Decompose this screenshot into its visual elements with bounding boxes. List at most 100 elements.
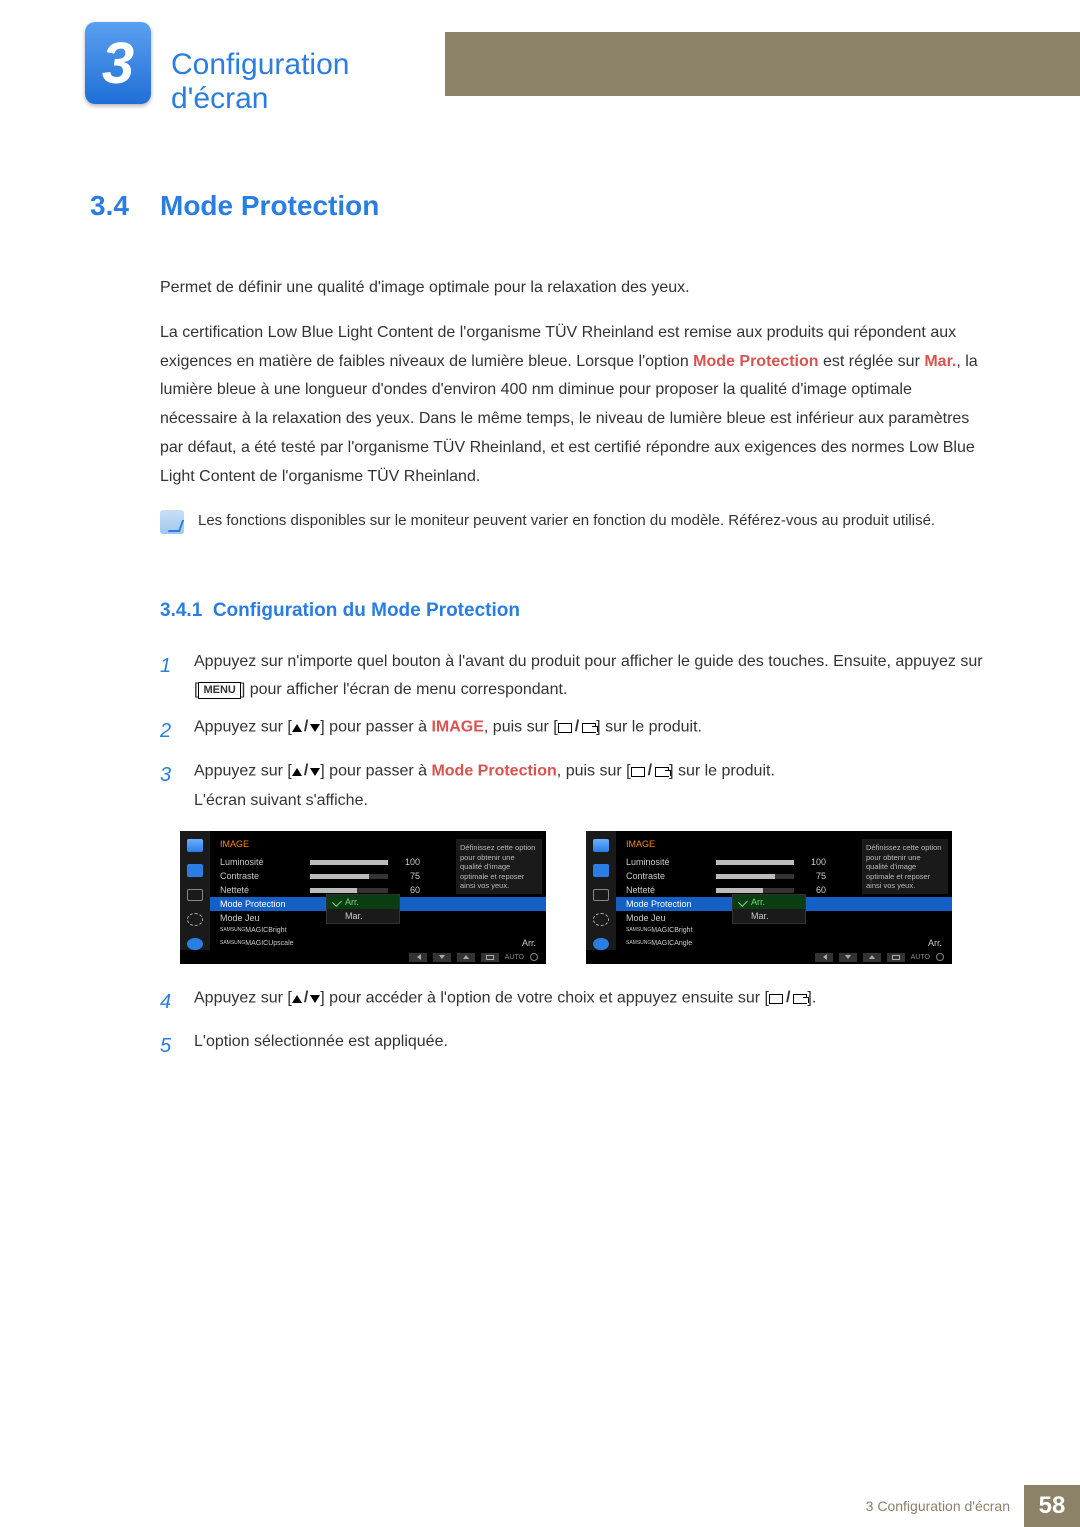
text: , la lumière bleue à une longueur d'onde… [160, 353, 978, 485]
subsection-title: Configuration du Mode Protection [213, 600, 520, 621]
osd-label: Mode Jeu [626, 913, 710, 923]
osd-label: Mode Protection [220, 899, 304, 909]
step-number: 2 [160, 713, 178, 749]
osd-label: SAMSUNGMAGICAngle [626, 940, 710, 947]
osd-row-magic-bright: SAMSUNGMAGICBright [616, 925, 952, 936]
osd-label: Netteté [220, 885, 304, 895]
step-2: 2 Appuyez sur [/] pour passer à IMAGE, p… [160, 713, 990, 749]
osd-dropdown-option-selected: Arr. [327, 895, 399, 909]
osd-nav-up-icon [863, 953, 881, 962]
check-icon [738, 897, 748, 907]
osd-label: SAMSUNGMAGICBright [626, 927, 710, 934]
osd-hint-text: Définissez cette option pour obtenir une… [862, 839, 948, 894]
step-5: 5 L'option sélectionnée est appliquée. [160, 1028, 990, 1064]
osd-nav-down-icon [839, 953, 857, 962]
step-text: Appuyez sur n'importe quel bouton à l'av… [194, 648, 990, 706]
osd-icon-image [187, 839, 203, 851]
step-number: 3 [160, 757, 178, 815]
enter-keys-icon: / [558, 713, 596, 742]
step-text: L'option sélectionnée est appliquée. [194, 1028, 448, 1064]
step-number: 1 [160, 648, 178, 706]
osd-row-magic-bright: SAMSUNGMAGICBright [210, 925, 546, 936]
osd-value: Arr. [522, 938, 536, 948]
osd-slider [310, 888, 388, 893]
text: ] pour accéder à l'option de votre choix… [320, 990, 769, 1007]
osd-label: Contraste [220, 871, 304, 881]
osd-icon-selected [593, 864, 609, 877]
up-down-keys-icon: / [292, 713, 320, 742]
step-4: 4 Appuyez sur [ /] pour accéder à l'optio… [160, 984, 990, 1020]
osd-icon-settings [187, 913, 203, 926]
osd-nav-bar: AUTO [180, 950, 546, 964]
subsection-number: 3.4.1 [160, 600, 202, 621]
osd-row-magic-upscale: SAMSUNGMAGICUpscale Arr. [210, 936, 546, 950]
osd-label: Luminosité [626, 857, 710, 867]
text: ] sur le produit. [596, 719, 702, 736]
osd-value: 100 [394, 857, 420, 867]
osd-label: SAMSUNGMAGICBright [220, 927, 304, 934]
osd-icon [187, 889, 203, 902]
osd-slider [716, 888, 794, 893]
keyword-mar: Mar. [924, 353, 956, 370]
osd-icon-info [593, 938, 609, 950]
osd-option-label: Arr. [345, 897, 359, 907]
up-down-keys-icon: / [292, 757, 320, 786]
text: , puis sur [ [484, 719, 558, 736]
osd-slider [310, 874, 388, 879]
enter-keys-icon: / [769, 984, 807, 1013]
osd-icon-info [187, 938, 203, 950]
chapter-number-badge: 3 [85, 22, 151, 104]
osd-screenshot-1: Définissez cette option pour obtenir une… [180, 831, 546, 964]
osd-nav-auto: AUTO [911, 954, 930, 961]
osd-row-magic-angle: SAMSUNGMAGICAngle Arr. [616, 936, 952, 950]
steps-list-cont: 4 Appuyez sur [ /] pour accéder à l'optio… [160, 984, 990, 1064]
keyword-image: IMAGE [431, 719, 483, 736]
intro-paragraph-1: Permet de définir une qualité d'image op… [160, 274, 990, 303]
steps-list: 1 Appuyez sur n'importe quel bouton à l'… [160, 648, 990, 816]
osd-dropdown-option: Mar. [733, 909, 805, 923]
step-1: 1 Appuyez sur n'importe quel bouton à l'… [160, 648, 990, 706]
osd-icon-settings [593, 913, 609, 926]
osd-label: Luminosité [220, 857, 304, 867]
osd-label: Netteté [626, 885, 710, 895]
footer-text: 3 Configuration d'écran [866, 1485, 1024, 1527]
osd-label: Mode Jeu [220, 913, 304, 923]
osd-option-label: Mar. [751, 911, 769, 921]
step-text: Appuyez sur [ /] pour accéder à l'option … [194, 984, 816, 1020]
intro-paragraph-2: La certification Low Blue Light Content … [160, 319, 990, 492]
osd-dropdown: Arr. Mar. [326, 894, 400, 924]
osd-figure-row: Définissez cette option pour obtenir une… [180, 831, 990, 964]
subsection-heading: 3.4.1 Configuration du Mode Protection [160, 600, 990, 622]
check-icon [332, 897, 342, 907]
osd-hint-text: Définissez cette option pour obtenir une… [456, 839, 542, 894]
keyword-mode-protection: Mode Protection [693, 353, 818, 370]
osd-nav-down-icon [433, 953, 451, 962]
osd-slider [716, 860, 794, 865]
keyword-mode-protection: Mode Protection [431, 763, 556, 780]
osd-screenshot-2: Définissez cette option pour obtenir une… [586, 831, 952, 964]
step-3: 3 Appuyez sur [/] pour passer à Mode Pro… [160, 757, 990, 815]
chapter-title: Configuration d'écran [171, 48, 445, 116]
osd-nav-left-icon [409, 953, 427, 962]
text: ] pour passer à [320, 763, 431, 780]
step-number: 4 [160, 984, 178, 1020]
menu-key: MENU [198, 682, 240, 699]
text: , puis sur [ [557, 763, 631, 780]
page-content: 3.4Mode Protection Permet de définir une… [90, 190, 990, 1072]
section-title: Mode Protection [160, 190, 379, 221]
text: ] pour afficher l'écran de menu correspo… [241, 681, 568, 698]
text: L'écran suivant s'affiche. [194, 792, 368, 809]
osd-slider [310, 860, 388, 865]
text: Appuyez sur [ [194, 719, 292, 736]
osd-option-label: Arr. [751, 897, 765, 907]
osd-slider [716, 874, 794, 879]
osd-icon [593, 889, 609, 902]
osd-value: Arr. [928, 938, 942, 948]
page-footer: 3 Configuration d'écran 58 [0, 1485, 1080, 1527]
step-text: Appuyez sur [/] pour passer à Mode Prote… [194, 757, 775, 815]
text: ] sur le produit. [669, 763, 775, 780]
text: Appuyez sur [ [194, 990, 292, 1007]
header-white: 3 Configuration d'écran [65, 32, 445, 96]
text: est réglée sur [819, 353, 925, 370]
osd-icon-image [593, 839, 609, 851]
